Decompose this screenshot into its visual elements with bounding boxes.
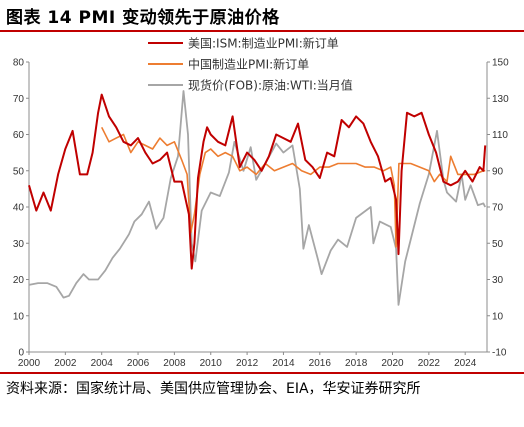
x-tick-label: 2022 [418,358,441,369]
footer-rule [0,372,524,374]
left-tick-label: 70 [13,94,25,105]
right-tick-label: 130 [492,94,509,105]
left-tick-label: 80 [13,58,25,69]
pmi-oil-line-chart: 0 10 20 30 40 50 60 70 80 -10 10 30 50 70 90 110 130 150 2… [13,36,509,370]
left-tick-label: 0 [18,348,24,359]
x-tick-label: 2002 [54,358,77,369]
left-tick-label: 10 [13,311,25,322]
wti-price-line [28,90,487,306]
right-tick-label: -10 [492,348,507,359]
right-tick-label: 30 [492,275,504,286]
right-tick-label: 10 [492,311,504,322]
right-tick-label: 110 [492,130,508,141]
x-tick-label: 2012 [236,358,259,369]
chart-legend: 美国:ISM:制造业PMI:新订单中国制造业PMI:新订单现货价(FOB):原油… [148,36,353,93]
chart-series [28,90,487,306]
x-tick-label: 2006 [127,358,150,369]
legend-china-label: 中国制造业PMI:新订单 [188,57,309,72]
right-tick-label: 150 [492,58,509,69]
right-tick-label: 50 [492,239,504,250]
x-tick-label: 2024 [454,358,477,369]
left-tick-label: 60 [13,130,25,141]
left-tick-label: 30 [13,239,25,250]
left-tick-label: 40 [13,203,25,214]
left-tick-label: 20 [13,275,25,286]
right-tick-label: 70 [492,203,504,214]
x-tick-label: 2010 [200,358,223,369]
x-tick-label: 2016 [309,358,332,369]
x-tick-label: 2014 [272,358,295,369]
x-tick-label: 2020 [381,358,404,369]
x-tick-label: 2008 [163,358,186,369]
left-tick-label: 50 [13,166,25,177]
chart-axes: 0 10 20 30 40 50 60 70 80 -10 10 30 50 70 90 110 130 150 2… [13,58,509,370]
legend-ism-label: 美国:ISM:制造业PMI:新订单 [188,36,339,51]
legend-wti-label: 现货价(FOB):原油:WTI:当月值 [188,78,353,93]
header-rule [0,30,524,32]
ism-new-orders-line [28,93,487,270]
china-new-orders-line [100,126,486,248]
right-tick-label: 90 [492,166,504,177]
chart-title: 图表 14 PMI 变动领先于原油价格 [6,8,280,28]
x-tick-label: 2018 [345,358,368,369]
x-tick-label: 2000 [18,358,41,369]
source-note: 资料来源：国家统计局、美国供应管理协会、EIA，华安证券研究所 [6,381,421,397]
x-tick-label: 2004 [91,358,114,369]
